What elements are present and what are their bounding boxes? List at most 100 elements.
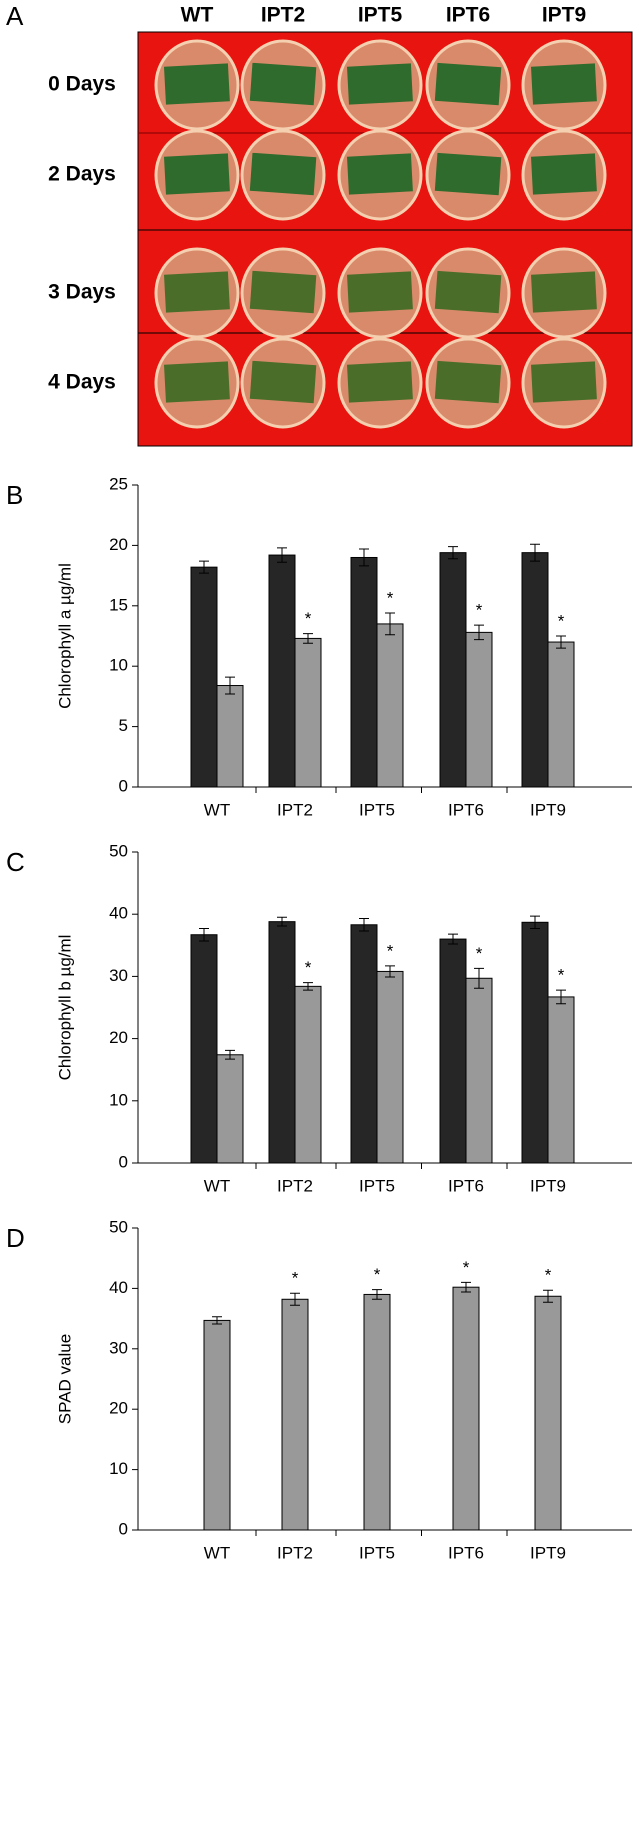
significance-marker: * [558, 966, 565, 985]
leaf [346, 361, 413, 403]
bar [268, 554, 296, 788]
significance-marker: * [292, 1269, 299, 1288]
error-bar [199, 928, 209, 942]
y-tick-label: 50 [109, 841, 128, 860]
error-bar [385, 612, 395, 636]
error-bar [303, 633, 313, 644]
y-tick-label: 30 [109, 966, 128, 985]
error-bar [543, 1289, 553, 1303]
y-tick-label: 0 [119, 1519, 128, 1538]
error-bar [372, 1289, 382, 1300]
y-tick-label: 25 [109, 474, 128, 493]
significance-marker: * [476, 944, 483, 963]
bar [350, 924, 378, 1164]
bar [452, 1286, 480, 1531]
bar [216, 1054, 244, 1164]
column-label: IPT6 [446, 4, 490, 27]
bar [521, 552, 549, 788]
leaf [434, 270, 502, 314]
panel-label: C [6, 847, 25, 877]
x-tick-label: IPT2 [277, 800, 313, 819]
leaf [163, 271, 230, 313]
y-tick-label: 0 [119, 1152, 128, 1171]
significance-marker: * [387, 941, 394, 960]
x-tick-label: IPT6 [448, 800, 484, 819]
y-axis-title: SPAD value [55, 1334, 74, 1424]
y-tick-label: 15 [109, 595, 128, 614]
bar [203, 1319, 231, 1531]
y-tick-label: 5 [119, 716, 128, 735]
error-bar [556, 989, 566, 1005]
significance-marker: * [305, 958, 312, 977]
leaf [249, 62, 317, 106]
x-tick-label: WT [204, 800, 230, 819]
leaf [346, 153, 413, 195]
row-label: 2 Days [48, 163, 116, 186]
bar [547, 996, 575, 1164]
y-tick-label: 10 [109, 1090, 128, 1109]
bar [294, 985, 322, 1164]
error-bar [530, 543, 540, 562]
bar [439, 552, 467, 788]
row-label: 3 Days [48, 281, 116, 304]
bar [216, 685, 244, 788]
significance-marker: * [387, 589, 394, 608]
bar [268, 921, 296, 1164]
error-bar [448, 546, 458, 560]
row-label: 4 Days [48, 371, 116, 394]
y-axis-title: Chlorophyll b µg/ml [55, 935, 74, 1081]
x-tick-label: IPT6 [448, 1543, 484, 1562]
leaf [163, 153, 230, 195]
error-bar [225, 1049, 235, 1060]
y-tick-label: 0 [119, 776, 128, 795]
leaf [163, 361, 230, 403]
y-axis-title: Chlorophyll a µg/ml [55, 563, 74, 709]
x-tick-label: WT [204, 1543, 230, 1562]
x-tick-label: IPT2 [277, 1176, 313, 1195]
x-tick-label: IPT9 [530, 800, 566, 819]
bar [376, 623, 404, 788]
leaf [530, 271, 597, 313]
bar [465, 631, 493, 788]
x-tick-label: IPT9 [530, 1543, 566, 1562]
error-bar [385, 965, 395, 978]
x-tick-label: IPT5 [359, 1176, 395, 1195]
significance-marker: * [374, 1265, 381, 1284]
row-label: 0 Days [48, 73, 116, 96]
leaf [346, 63, 413, 105]
y-tick-label: 20 [109, 1399, 128, 1418]
x-tick-label: IPT2 [277, 1543, 313, 1562]
significance-marker: * [558, 611, 565, 630]
photo-panel [137, 31, 633, 447]
significance-marker: * [476, 601, 483, 620]
y-tick-label: 20 [109, 535, 128, 554]
y-tick-label: 30 [109, 1338, 128, 1357]
bar [281, 1298, 309, 1531]
error-bar [212, 1316, 222, 1325]
leaf [530, 361, 597, 403]
column-label: WT [181, 4, 214, 27]
x-tick-label: IPT5 [359, 800, 395, 819]
error-bar [277, 547, 287, 563]
error-bar [474, 624, 484, 641]
panel-label: A [6, 1, 24, 31]
panel-label: D [6, 1223, 25, 1253]
bar [534, 1295, 562, 1531]
error-bar [303, 982, 313, 991]
bar [465, 977, 493, 1164]
error-bar [474, 967, 484, 989]
error-bar [277, 916, 287, 927]
bar [350, 556, 378, 788]
leaf [163, 63, 230, 105]
error-bar [199, 560, 209, 574]
bar [363, 1293, 391, 1531]
leaf [249, 360, 317, 404]
column-label: IPT5 [358, 4, 403, 27]
significance-marker: * [305, 609, 312, 628]
leaf [346, 271, 413, 313]
column-label: IPT2 [261, 4, 305, 27]
x-tick-label: WT [204, 1176, 230, 1195]
leaf [530, 153, 597, 195]
error-bar [448, 933, 458, 945]
x-tick-label: IPT9 [530, 1176, 566, 1195]
